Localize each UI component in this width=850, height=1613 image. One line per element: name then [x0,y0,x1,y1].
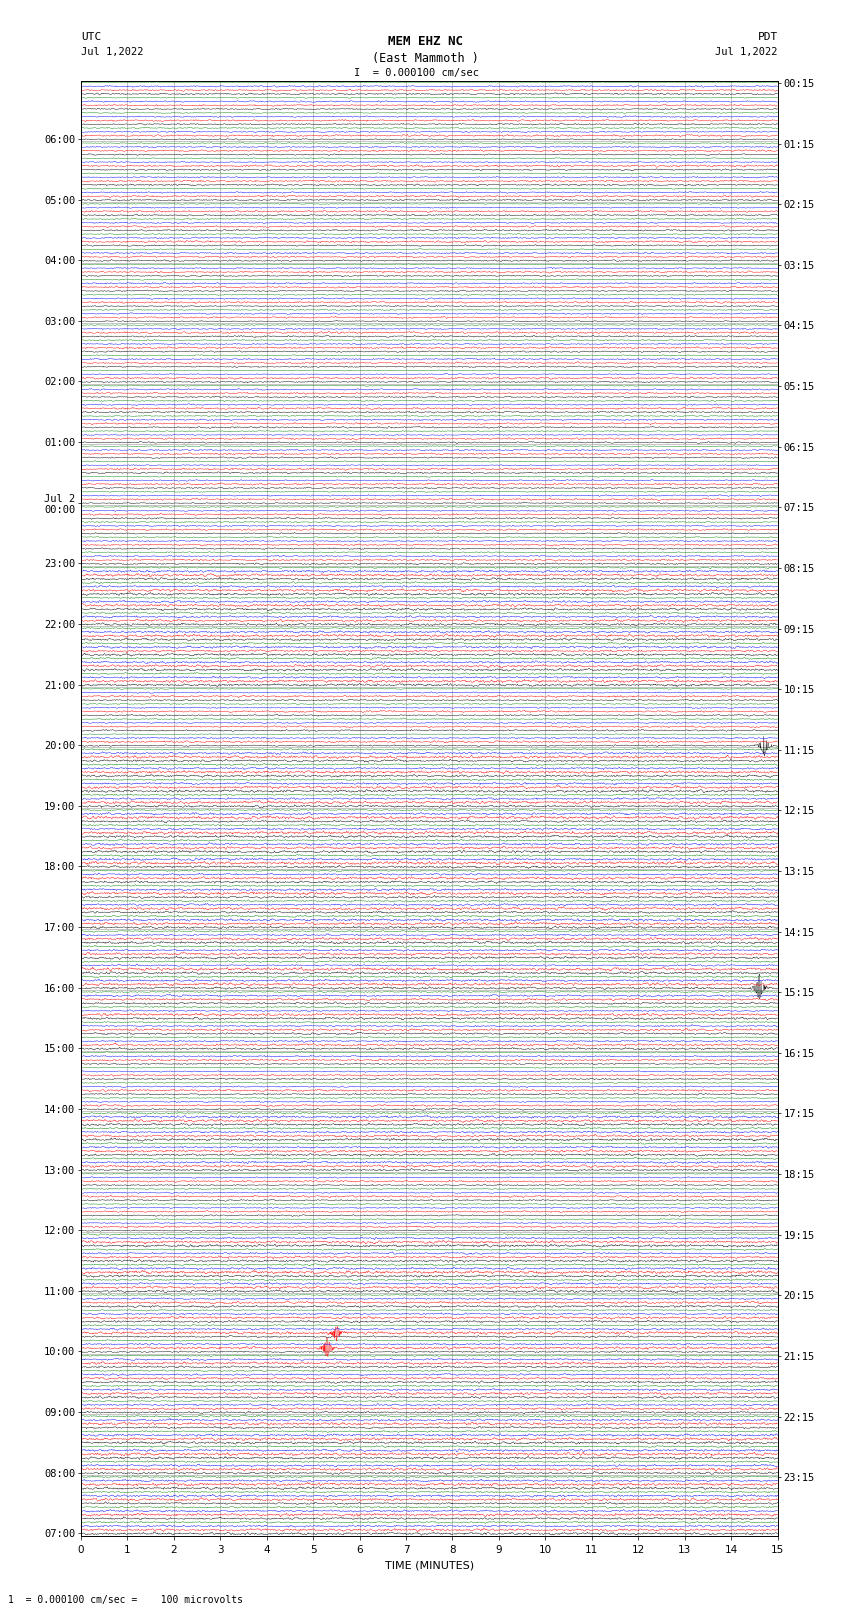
Text: Jul 1,2022: Jul 1,2022 [715,47,778,56]
Text: (East Mammoth ): (East Mammoth ) [371,52,479,65]
Text: 1  = 0.000100 cm/sec =    100 microvolts: 1 = 0.000100 cm/sec = 100 microvolts [8,1595,243,1605]
Text: I  = 0.000100 cm/sec: I = 0.000100 cm/sec [354,68,479,77]
Text: Jul 1,2022: Jul 1,2022 [81,47,144,56]
Text: UTC: UTC [81,32,101,42]
X-axis label: TIME (MINUTES): TIME (MINUTES) [385,1560,473,1569]
Text: PDT: PDT [757,32,778,42]
Text: MEM EHZ NC: MEM EHZ NC [388,35,462,48]
